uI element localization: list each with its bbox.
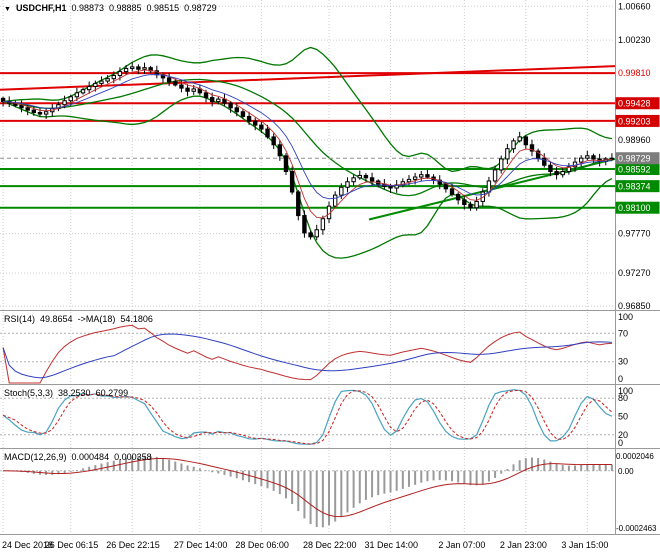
price-badge-0.98592 xyxy=(615,163,660,176)
symbol-label: USDCHF,H1 xyxy=(15,3,67,13)
svg-text:2 Jan 07:00: 2 Jan 07:00 xyxy=(438,540,485,550)
svg-text:3 Jan 15:00: 3 Jan 15:00 xyxy=(561,540,608,550)
svg-text:1.00230: 1.00230 xyxy=(618,35,651,45)
svg-text:0.98592: 0.98592 xyxy=(618,165,651,175)
macd-label: MACD(12,26,9) xyxy=(4,452,67,462)
svg-text:0.98960: 0.98960 xyxy=(618,135,651,145)
moving-averages xyxy=(3,69,612,219)
price-axis[interactable]: 1.00660 1.00230 0.99810 0.98960 0.97770 0.972… xyxy=(615,1,660,311)
annotation-lines[interactable] xyxy=(0,65,616,221)
svg-text:0.0002046: 0.0002046 xyxy=(616,452,654,461)
svg-text:0: 0 xyxy=(618,374,623,384)
price-badge-0.98374 xyxy=(615,180,660,193)
rsi-panel-title: RSI(14) 49.8654 ->MA(18) 54.1806 xyxy=(4,314,153,324)
svg-text:31 Dec 14:00: 31 Dec 14:00 xyxy=(365,540,419,550)
indicator-axes[interactable]: 1007030010080502000.00020460.00-0.000246… xyxy=(616,312,657,533)
macd-panel-title: MACD(12,26,9) 0.000484 0.000358 xyxy=(4,452,152,462)
svg-text:0.98100: 0.98100 xyxy=(618,203,651,213)
macd-value: 0.000484 xyxy=(71,452,110,462)
quote-open: 0.98873 xyxy=(71,3,104,13)
quote-low: 0.98515 xyxy=(146,3,180,13)
svg-text:24 Dec 2018: 24 Dec 2018 xyxy=(2,540,53,550)
collapse-icon[interactable]: ▼ xyxy=(4,6,11,13)
svg-text:26 Dec 22:15: 26 Dec 22:15 xyxy=(106,540,160,550)
macd-series xyxy=(0,455,615,528)
svg-text:100: 100 xyxy=(618,386,633,396)
svg-text:2 Jan 23:00: 2 Jan 23:00 xyxy=(500,540,547,550)
svg-text:-0.0002463: -0.0002463 xyxy=(616,524,657,533)
svg-text:28 Dec 22:00: 28 Dec 22:00 xyxy=(303,540,357,550)
svg-text:0.98374: 0.98374 xyxy=(618,182,651,192)
stoch-panel-title: Stoch(5,3,3) 38.2530 60.2799 xyxy=(4,388,128,398)
rsi-ma-label: ->MA(18) xyxy=(77,314,116,324)
svg-text:0.99203: 0.99203 xyxy=(618,116,651,126)
current-price-badge xyxy=(615,152,660,165)
stoch-d-value: 60.2799 xyxy=(95,388,129,398)
price-badge-0.98100 xyxy=(615,201,660,214)
support-trendline-1 xyxy=(368,157,616,221)
resistance-trendline-0 xyxy=(0,65,616,91)
price-badge-0.99428 xyxy=(615,97,660,110)
svg-text:0.99810: 0.99810 xyxy=(618,68,651,78)
quote-close: 0.98729 xyxy=(184,3,217,13)
svg-text:0.00: 0.00 xyxy=(618,467,634,476)
rsi-ma-value: 54.1806 xyxy=(120,314,153,324)
stoch-k-value: 38.2530 xyxy=(58,388,91,398)
svg-text:0: 0 xyxy=(618,438,623,448)
svg-text:20: 20 xyxy=(618,430,628,440)
price-badge-0.99203 xyxy=(615,114,660,127)
svg-text:0.98729: 0.98729 xyxy=(618,154,651,164)
stoch-series xyxy=(0,389,615,445)
svg-text:0.97270: 0.97270 xyxy=(618,268,651,278)
svg-text:1.00660: 1.00660 xyxy=(618,1,651,11)
svg-text:70: 70 xyxy=(618,328,628,338)
rsi-series xyxy=(0,324,615,384)
svg-text:50: 50 xyxy=(618,412,628,422)
svg-text:100: 100 xyxy=(618,312,633,322)
svg-text:0.96850: 0.96850 xyxy=(618,301,651,311)
quote-high: 0.98885 xyxy=(109,3,142,13)
svg-text:27 Dec 14:00: 27 Dec 14:00 xyxy=(174,540,228,550)
rsi-label: RSI(14) xyxy=(4,314,36,324)
price-panel-title: ▼ USDCHF,H1 0.98873 0.98885 0.98515 0.98… xyxy=(4,3,217,14)
svg-text:0.97770: 0.97770 xyxy=(618,229,651,239)
svg-text:80: 80 xyxy=(618,393,628,403)
svg-text:30: 30 xyxy=(618,357,628,367)
rsi-value: 49.8654 xyxy=(40,314,73,324)
svg-text:26 Dec 06:15: 26 Dec 06:15 xyxy=(45,540,99,550)
candlestick-series xyxy=(0,62,615,241)
bollinger-bands xyxy=(2,46,613,259)
panel-separators xyxy=(0,0,660,535)
macd-signal-value: 0.000358 xyxy=(114,452,152,462)
stoch-label: Stoch(5,3,3) xyxy=(4,388,54,398)
svg-text:28 Dec 06:00: 28 Dec 06:00 xyxy=(235,540,289,550)
svg-text:0.99428: 0.99428 xyxy=(618,99,651,109)
